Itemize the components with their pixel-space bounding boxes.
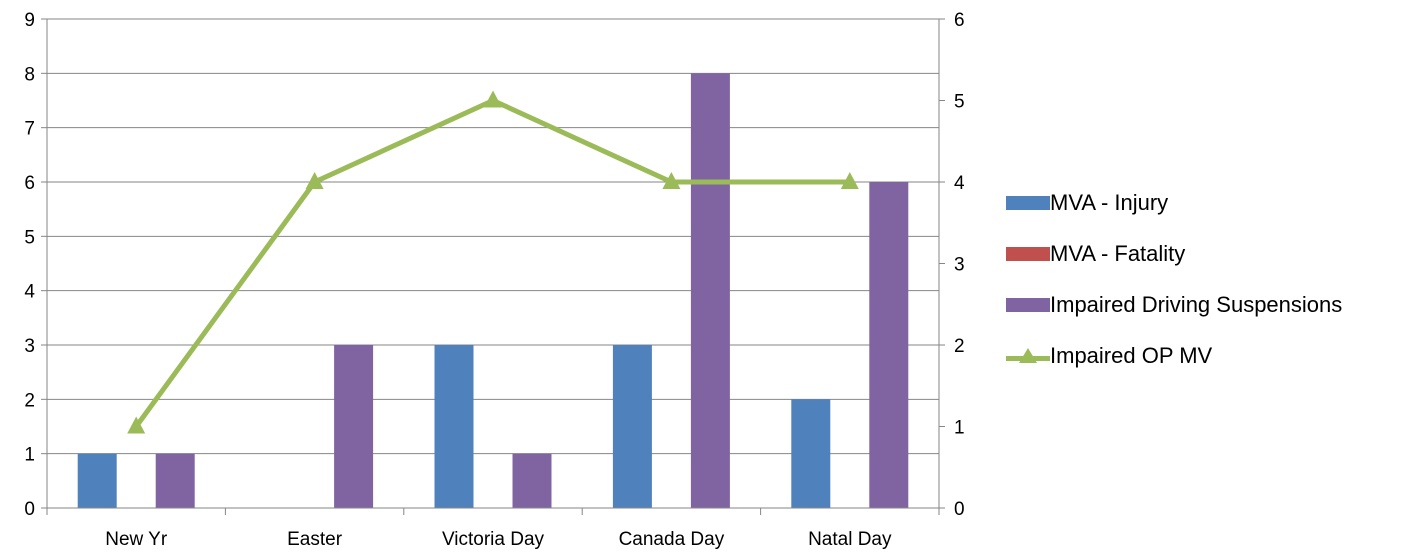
x-tick-label-victoria-day: Victoria Day — [442, 529, 545, 550]
y-right-tick-label: 4 — [954, 173, 965, 194]
legend-swatch-mva-fatality — [1006, 247, 1050, 261]
y-right-tick-label: 1 — [954, 418, 965, 439]
y-left-tick-label: 6 — [24, 173, 35, 194]
x-tick-label-easter: Easter — [287, 529, 343, 550]
line-impaired-op-mv — [134, 98, 850, 428]
legend-marker-triangle-icon — [1019, 348, 1037, 363]
y-left-tick-label: 8 — [24, 64, 35, 85]
bar-impaired-driving-suspensions-new-yr — [155, 453, 195, 508]
legend-label-mva-fatality: MVA - Fatality — [1050, 241, 1186, 266]
axes — [41, 18, 945, 515]
x-tick-label-canada-day: Canada Day — [619, 529, 725, 550]
y-right-tick-label: 5 — [954, 92, 965, 113]
marker-impaired-op-mv-easter — [305, 172, 324, 189]
y-left-tick-label: 7 — [24, 119, 35, 140]
y-left-tick-label: 4 — [24, 282, 35, 303]
legend-item-mva-injury: MVA - Injury — [1000, 186, 1426, 237]
bars — [77, 73, 909, 508]
y-left-tick-label: 9 — [24, 10, 35, 31]
bar-mva-injury-new-yr — [77, 453, 117, 508]
bar-impaired-driving-suspensions-canada-day — [690, 73, 730, 508]
bar-impaired-driving-suspensions-victoria-day — [512, 453, 552, 508]
x-tick-label-natal-day: Natal Day — [808, 529, 892, 550]
marker-impaired-op-mv-natal-day — [840, 172, 859, 189]
bar-mva-injury-natal-day — [791, 399, 831, 508]
legend-label-mva-injury: MVA - Injury — [1050, 190, 1169, 215]
y-left-tick-label: 3 — [24, 336, 35, 357]
marker-impaired-op-mv-new-yr — [127, 416, 146, 434]
legend-item-impaired-op-mv: Impaired OP MV — [1000, 339, 1426, 390]
y-left-tick-label: 1 — [24, 445, 35, 466]
bar-mva-injury-victoria-day — [434, 345, 474, 508]
legend-item-impaired-driving-suspensions: Impaired Driving Suspensions — [1000, 288, 1426, 339]
y-right-tick-label: 0 — [954, 499, 965, 520]
line-series — [127, 90, 859, 434]
legend-label-impaired-driving-suspensions: Impaired Driving Suspensions — [1050, 292, 1343, 317]
x-tick-label-new-yr: New Yr — [105, 529, 168, 550]
bar-impaired-driving-suspensions-natal-day — [869, 182, 909, 508]
chart-legend: MVA - Injury MVA - Fatality Impaired Dri… — [1000, 186, 1426, 390]
bar-mva-injury-canada-day — [612, 345, 652, 508]
bar-impaired-driving-suspensions-easter — [334, 345, 374, 508]
marker-impaired-op-mv-canada-day — [662, 172, 681, 189]
legend-label-impaired-op-mv: Impaired OP MV — [1050, 343, 1213, 368]
y-left-tick-label: 0 — [24, 499, 35, 520]
legend-item-mva-fatality: MVA - Fatality — [1000, 237, 1426, 288]
y-right-tick-label: 6 — [954, 10, 965, 31]
legend-swatch-impaired-driving-suspensions — [1006, 298, 1050, 312]
gridlines — [47, 18, 939, 455]
tick-labels: 0 1 2 3 4 5 6 7 8 9 0 1 2 3 4 5 6 New Yr Easter Victoria Da… — [24, 10, 965, 550]
y-left-tick-label: 5 — [24, 227, 35, 248]
marker-impaired-op-mv-victoria-day — [484, 90, 502, 108]
legend-swatch-mva-injury — [1006, 196, 1050, 210]
y-right-tick-label: 3 — [954, 255, 965, 276]
y-left-tick-label: 2 — [24, 390, 35, 411]
y-right-tick-label: 2 — [954, 336, 965, 357]
